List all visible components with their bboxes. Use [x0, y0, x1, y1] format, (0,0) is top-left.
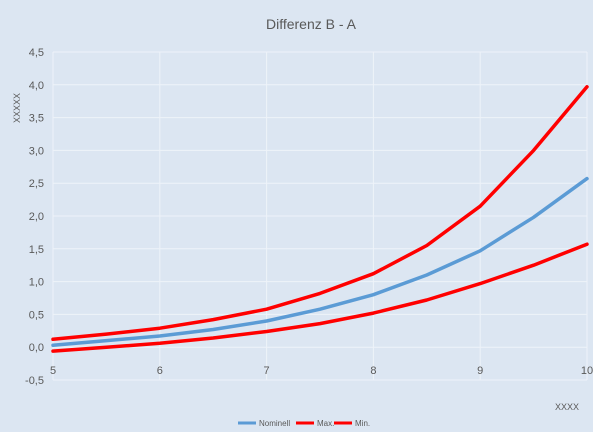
- y-tick-label: 4,5: [29, 47, 44, 59]
- y-axis-title: XXXXX: [12, 93, 22, 123]
- y-tick-label: -0,5: [25, 375, 44, 387]
- legend-item: Min.: [334, 419, 370, 428]
- legend-label: Min.: [355, 419, 370, 428]
- series-lines: [51, 85, 589, 353]
- x-tick-label: 7: [264, 365, 270, 377]
- y-tick-label: 1,5: [29, 244, 44, 256]
- y-tick-label: 1,0: [29, 277, 44, 289]
- y-tick-label: 2,5: [29, 178, 44, 190]
- series-line-max: [51, 85, 589, 342]
- y-tick-label: 0,5: [29, 309, 44, 321]
- x-tick-label: 5: [50, 365, 56, 377]
- y-tick-label: 0,0: [29, 342, 44, 354]
- series-line-min: [51, 242, 589, 353]
- legend-label: Max.: [317, 419, 334, 428]
- series-line-nominell: [51, 176, 589, 347]
- x-tick-label: 10: [581, 365, 593, 377]
- horizontal-gridlines: [53, 51, 587, 381]
- x-tick-label: 9: [477, 365, 483, 377]
- x-axis-ticks: 5 6 7 8 9 10: [50, 365, 593, 377]
- legend-item: Nominell: [238, 419, 290, 428]
- legend: Nominell Max. Min.: [238, 419, 370, 428]
- x-axis-title: XXXX: [555, 402, 579, 412]
- legend-label: Nominell: [259, 419, 290, 428]
- x-tick-label: 8: [370, 365, 376, 377]
- y-axis-ticks: -0,5 0,0 0,5 1,0 1,5 2,0 2,5 3,0 3,5 4,0 4,5: [25, 47, 44, 387]
- chart-title: Differenz B - A: [266, 16, 357, 32]
- y-tick-label: 3,5: [29, 113, 44, 125]
- y-tick-label: 3,0: [29, 145, 44, 157]
- x-tick-label: 6: [157, 365, 163, 377]
- legend-item: Max.: [296, 419, 334, 428]
- y-tick-label: 4,0: [29, 80, 44, 92]
- y-tick-label: 2,0: [29, 211, 44, 223]
